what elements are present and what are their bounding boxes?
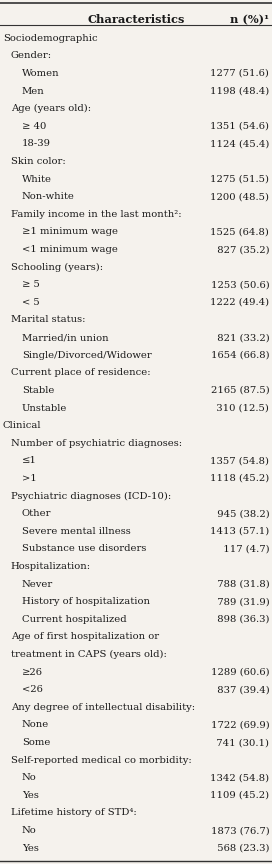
Text: Psychiatric diagnoses (ICD-10):: Psychiatric diagnoses (ICD-10): [11,492,171,500]
Text: 821 (33.2): 821 (33.2) [211,334,269,342]
Text: 1198 (48.4): 1198 (48.4) [210,86,269,96]
Text: ≥ 40: ≥ 40 [22,122,46,130]
Text: 945 (38.2): 945 (38.2) [211,509,269,518]
Text: Severe mental illness: Severe mental illness [22,527,131,536]
Text: 1275 (51.5): 1275 (51.5) [210,175,269,184]
Text: 1654 (66.8): 1654 (66.8) [211,351,269,359]
Text: No: No [22,826,36,835]
Text: Skin color:: Skin color: [11,157,66,166]
Text: 1200 (48.5): 1200 (48.5) [210,192,269,201]
Text: Current hospitalized: Current hospitalized [22,615,126,624]
Text: 1222 (49.4): 1222 (49.4) [210,298,269,307]
Text: Yes: Yes [22,844,39,853]
Text: Number of psychiatric diagnoses:: Number of psychiatric diagnoses: [11,439,182,448]
Text: 310 (12.5): 310 (12.5) [211,403,269,412]
Text: Substance use disorders: Substance use disorders [22,544,146,553]
Text: ≥ 5: ≥ 5 [22,280,40,289]
Text: 1277 (51.6): 1277 (51.6) [211,69,269,78]
Text: Current place of residence:: Current place of residence: [11,368,150,378]
Text: ≥26: ≥26 [22,668,43,677]
Text: >1: >1 [22,474,36,483]
Text: 1873 (76.7): 1873 (76.7) [211,826,269,835]
Text: None: None [22,721,49,729]
Text: Stable: Stable [22,386,54,395]
Text: 827 (35.2): 827 (35.2) [211,245,269,254]
Text: Self-reported medical co morbidity:: Self-reported medical co morbidity: [11,756,192,765]
Text: No: No [22,773,36,782]
Text: Age (years old):: Age (years old): [11,105,91,113]
Text: 1722 (69.9): 1722 (69.9) [211,721,269,729]
Text: 837 (39.4): 837 (39.4) [211,685,269,695]
Text: Never: Never [22,580,53,588]
Text: 898 (36.3): 898 (36.3) [211,615,269,624]
Text: Family income in the last month²:: Family income in the last month²: [11,210,181,219]
Text: Age of first hospitalization or: Age of first hospitalization or [11,632,159,641]
Text: 1253 (50.6): 1253 (50.6) [211,280,269,289]
Text: 117 (4.7): 117 (4.7) [217,544,269,553]
Text: 741 (30.1): 741 (30.1) [210,738,269,747]
Text: 1342 (54.8): 1342 (54.8) [210,773,269,782]
Text: 789 (31.9): 789 (31.9) [211,597,269,607]
Text: Gender:: Gender: [11,51,52,60]
Text: 1124 (45.4): 1124 (45.4) [210,139,269,149]
Text: 1351 (54.6): 1351 (54.6) [210,122,269,130]
Text: < 5: < 5 [22,298,39,307]
Text: Unstable: Unstable [22,403,67,412]
Text: Hospitalization:: Hospitalization: [11,562,91,571]
Text: Marital status:: Marital status: [11,315,85,325]
Text: 1413 (57.1): 1413 (57.1) [210,527,269,536]
Text: Characteristics: Characteristics [87,14,185,25]
Text: treatment in CAPS (years old):: treatment in CAPS (years old): [11,650,167,659]
Text: Single/Divorced/Widower: Single/Divorced/Widower [22,351,152,359]
Text: Clinical: Clinical [3,421,41,430]
Text: <1 minimum wage: <1 minimum wage [22,245,118,254]
Text: Married/in union: Married/in union [22,334,108,342]
Text: Sociodemographic: Sociodemographic [3,34,97,42]
Text: 1525 (64.8): 1525 (64.8) [211,227,269,237]
Text: Other: Other [22,509,51,518]
Text: Men: Men [22,86,45,96]
Text: Any degree of intellectual disability:: Any degree of intellectual disability: [11,702,195,712]
Text: 1289 (60.6): 1289 (60.6) [211,668,269,677]
Text: Lifetime history of STD⁴:: Lifetime history of STD⁴: [11,809,137,817]
Text: 568 (23.3): 568 (23.3) [211,844,269,853]
Text: Schooling (years):: Schooling (years): [11,263,103,271]
Text: Some: Some [22,738,50,747]
Text: Women: Women [22,69,59,78]
Text: 1118 (45.2): 1118 (45.2) [210,474,269,483]
Text: White: White [22,175,52,184]
Text: n (%)¹: n (%)¹ [230,14,269,25]
Text: 1357 (54.8): 1357 (54.8) [210,456,269,466]
Text: History of hospitalization: History of hospitalization [22,597,150,607]
Text: Yes: Yes [22,791,39,800]
Text: ≥1 minimum wage: ≥1 minimum wage [22,227,118,237]
Text: Non-white: Non-white [22,192,75,201]
Text: 1109 (45.2): 1109 (45.2) [210,791,269,800]
Text: ≤1: ≤1 [22,456,37,466]
Text: <26: <26 [22,685,43,695]
Text: 788 (31.8): 788 (31.8) [211,580,269,588]
Text: 2165 (87.5): 2165 (87.5) [211,386,269,395]
Text: 18-39: 18-39 [22,139,51,149]
